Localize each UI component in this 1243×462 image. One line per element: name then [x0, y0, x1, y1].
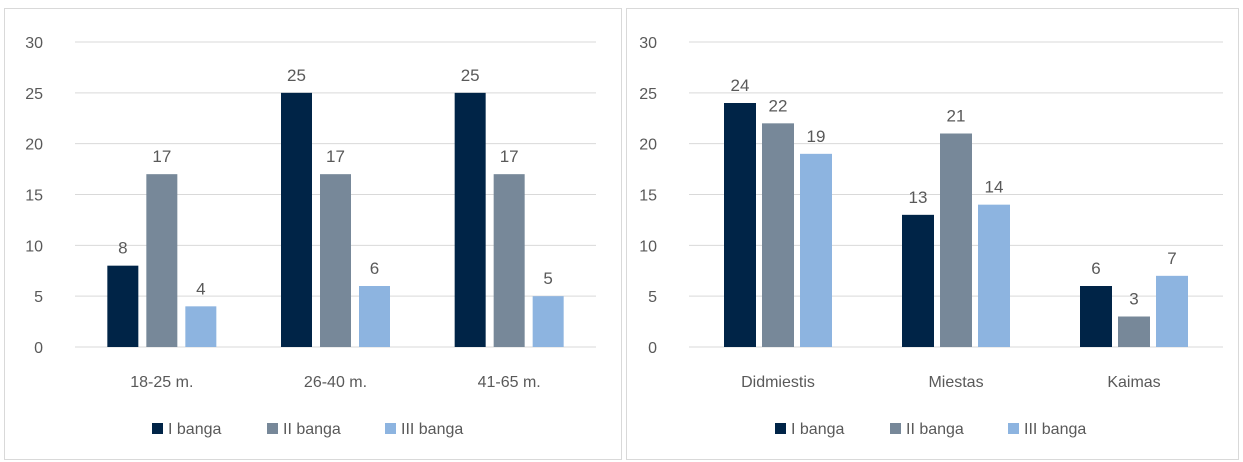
bar	[107, 265, 139, 347]
data-label: 17	[152, 147, 171, 166]
bar	[724, 103, 756, 347]
data-label: 24	[731, 76, 750, 95]
y-tick-label: 15	[25, 188, 43, 205]
data-label: 7	[1167, 249, 1176, 268]
y-tick-label: 20	[639, 137, 657, 154]
bar	[1156, 275, 1188, 347]
bar	[493, 174, 525, 347]
data-label: 6	[370, 259, 379, 278]
bar	[320, 174, 351, 347]
bar	[978, 204, 1010, 347]
y-tick-label: 30	[639, 35, 657, 52]
legend-label: I banga	[791, 421, 844, 438]
data-label: 25	[461, 66, 480, 85]
y-tick-label: 10	[25, 238, 43, 255]
y-tick-label: 20	[25, 137, 43, 154]
bar	[185, 306, 217, 347]
x-category-label: Didmiestis	[741, 374, 815, 391]
y-tick-label: 5	[34, 289, 43, 306]
x-category-label: Kaimas	[1107, 374, 1160, 391]
bar	[359, 286, 390, 347]
data-label: 3	[1129, 290, 1138, 309]
legend-swatch	[385, 423, 396, 434]
data-label: 22	[769, 96, 788, 115]
data-label: 19	[807, 127, 826, 146]
data-label: 25	[287, 66, 306, 85]
chart-panel-age: 0 5 10 15 20 25 30 8 17 4 18-25 m. 25 17 6 26-40 m. 25 1…	[4, 8, 622, 460]
data-label: 17	[500, 147, 519, 166]
y-tick-label: 25	[25, 86, 43, 103]
bar	[940, 133, 972, 347]
legend-swatch	[267, 423, 278, 434]
bar	[454, 92, 486, 347]
bar-chart-age: 0 5 10 15 20 25 30 8 17 4 18-25 m. 25 17 6 26-40 m. 25 1…	[25, 35, 596, 438]
y-tick-label: 30	[25, 35, 43, 52]
bar	[902, 214, 934, 347]
data-label: 14	[985, 178, 1004, 197]
legend-label: II banga	[906, 421, 964, 438]
x-category-label: 26-40 m.	[304, 374, 367, 391]
legend-swatch	[775, 423, 786, 434]
y-tick-label: 0	[648, 340, 657, 357]
legend-label: I banga	[168, 421, 221, 438]
data-label: 17	[326, 147, 345, 166]
data-label: 21	[947, 107, 966, 126]
data-label: 8	[118, 239, 127, 258]
y-tick-label: 0	[34, 340, 43, 357]
y-tick-label: 5	[648, 289, 657, 306]
bar	[281, 92, 312, 347]
legend-label: III banga	[1024, 421, 1086, 438]
bar	[1118, 316, 1150, 347]
legend-swatch	[1008, 423, 1019, 434]
legend-label: III banga	[401, 421, 463, 438]
bar-chart-settlement: 0 5 10 15 20 25 30 24 22 19 Didmiestis 13 21 14 Miesta…	[639, 35, 1223, 438]
x-category-label: 18-25 m.	[130, 374, 193, 391]
legend-label: II banga	[283, 421, 341, 438]
x-category-label: Miestas	[928, 374, 983, 391]
chart-panel-settlement: 0 5 10 15 20 25 30 24 22 19 Didmiestis 13 21 14 Miesta…	[626, 8, 1239, 460]
bar	[146, 174, 178, 347]
bar	[532, 296, 564, 347]
bar	[800, 153, 832, 347]
y-tick-label: 25	[639, 86, 657, 103]
data-label: 13	[909, 188, 928, 207]
data-label: 6	[1091, 259, 1100, 278]
x-category-label: 41-65 m.	[478, 374, 541, 391]
bar	[1080, 286, 1112, 347]
data-label: 4	[196, 279, 205, 298]
legend-swatch	[152, 423, 163, 434]
legend-swatch	[890, 423, 901, 434]
y-tick-label: 10	[639, 238, 657, 255]
data-label: 5	[543, 269, 552, 288]
bar	[762, 123, 794, 347]
y-tick-label: 15	[639, 188, 657, 205]
